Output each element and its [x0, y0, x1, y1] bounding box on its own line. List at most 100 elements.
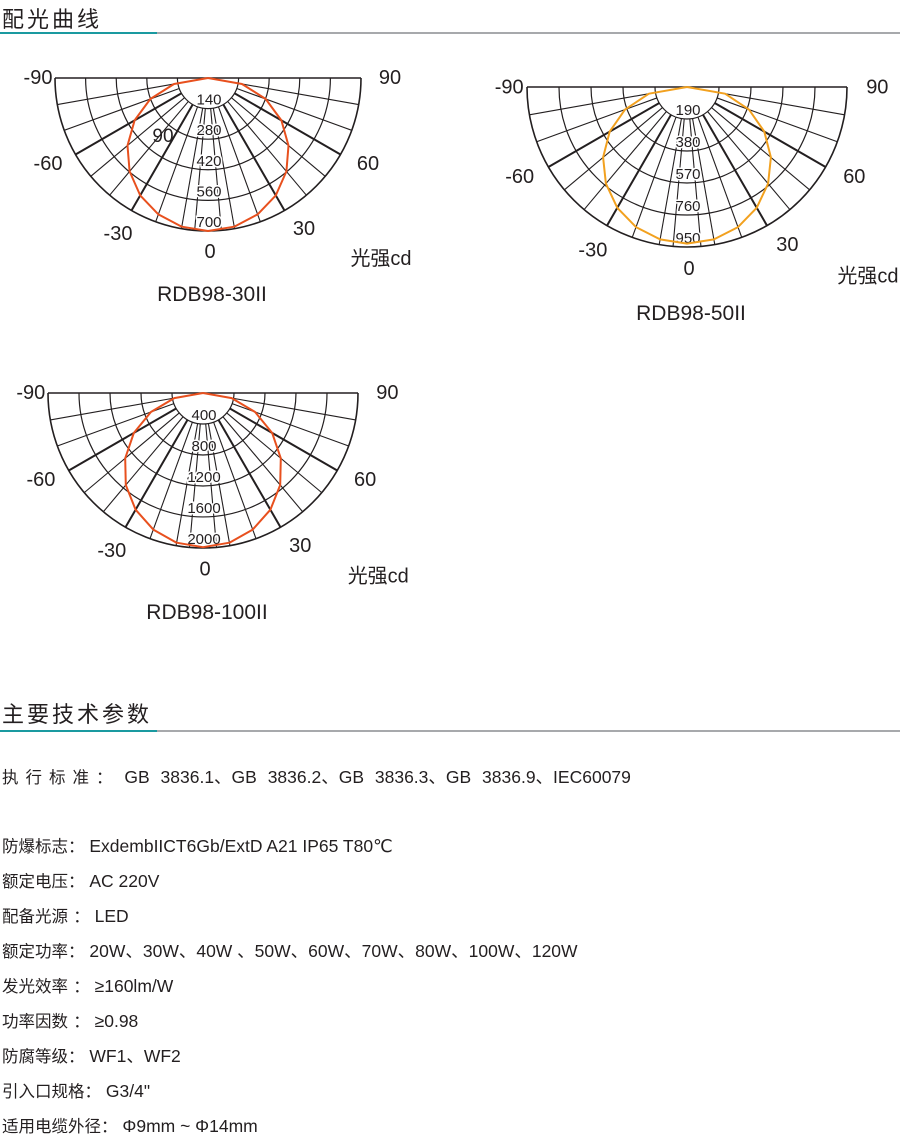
angle-label: -60 — [505, 166, 534, 188]
polar-spoke — [227, 101, 307, 196]
polar-ring — [78, 392, 328, 518]
angle-label: 30 — [289, 535, 311, 557]
polar-spoke — [672, 118, 685, 247]
model-name: RDB98-30II — [157, 283, 267, 306]
angle-label: 30 — [293, 218, 315, 240]
polar-spoke — [547, 102, 660, 168]
spec-row-power-factor: 功率因数 ： ≥0.98 — [2, 1008, 138, 1032]
polar-spoke — [57, 403, 175, 447]
spec-label: 额定电压： — [2, 872, 85, 891]
polar-spoke — [233, 397, 356, 421]
polar-spoke — [102, 416, 184, 513]
spec-value: AC 220V — [89, 871, 160, 891]
polar-spoke — [217, 106, 261, 222]
polar-spoke — [210, 108, 222, 231]
polar-ring — [146, 77, 270, 140]
angle-label: -30 — [97, 540, 126, 562]
polar-spoke — [231, 97, 326, 177]
polar-spoke — [236, 87, 352, 131]
angle-label: 60 — [357, 153, 379, 175]
spec-row-power: 额定功率： 20W、30W、40W 、50W、60W、70W、80W、100W、… — [2, 938, 578, 963]
polar-spoke — [130, 104, 194, 212]
spec-label: 防腐等级： — [2, 1047, 85, 1066]
ring-label-extra: 90 — [152, 126, 173, 147]
spec-value: ExdembIICT6Gb/ExtD A21 IP65 T80℃ — [89, 836, 393, 856]
intensity-curve — [124, 392, 282, 549]
spec-value: G3/4" — [105, 1081, 151, 1101]
spec-value: 20W、30W、40W 、50W、60W、70W、80W、100W、120W — [89, 941, 578, 961]
polar-ring — [654, 86, 720, 120]
angle-label: 90 — [866, 76, 888, 98]
angle-label: -60 — [26, 469, 55, 491]
polar-spoke — [213, 421, 257, 539]
spec-label: 防爆标志： — [2, 837, 85, 856]
section-divider — [0, 32, 900, 34]
ring-label: 560 — [196, 183, 221, 200]
spec-value: WF1、WF2 — [89, 1046, 181, 1066]
unit-label: 光强cd — [350, 247, 411, 270]
spec-value: Φ9mm ~ Φ14mm — [122, 1116, 258, 1136]
divider-accent — [0, 32, 157, 34]
model-name: RDB98-50II — [636, 302, 746, 325]
polar-spoke — [194, 108, 206, 231]
polar-spoke — [229, 407, 338, 472]
polar-spoke — [234, 92, 342, 156]
section-title-light-distribution: 配光曲线 — [2, 8, 103, 33]
spec-value: ≥160lm/W — [94, 976, 174, 996]
polar-spoke — [529, 92, 656, 116]
light-distribution-charts: 140 280 420 560 700 90 -90 -60 -30 0 30 60 90 光强cd RDB… — [16, 67, 898, 624]
angle-label: -30 — [104, 223, 133, 245]
polar-ring — [85, 77, 331, 201]
polar-spoke — [707, 111, 791, 210]
polar-spoke — [175, 423, 199, 546]
polar-spoke — [711, 107, 810, 191]
polar-spoke — [222, 104, 286, 212]
polar-spoke — [50, 397, 173, 421]
polar-spoke — [238, 82, 359, 106]
polar-ring — [140, 392, 266, 456]
angle-label: 0 — [684, 258, 695, 280]
polar-spoke — [180, 108, 204, 229]
polar-ring — [526, 86, 848, 248]
spec-row-ex-mark: 防爆标志： ExdembIICT6Gb/ExtD A21 IP65 T80℃ — [2, 833, 393, 857]
angle-label: -90 — [495, 76, 524, 98]
polar-ring — [622, 86, 752, 152]
polar-spoke — [83, 412, 180, 494]
polar-spoke — [149, 421, 193, 539]
polar-spoke — [226, 412, 323, 494]
spec-row-entry: 引入口规格： G3/4" — [2, 1078, 150, 1102]
ring-label: 700 — [196, 214, 221, 231]
polar-spoke — [689, 118, 702, 247]
angle-label: -30 — [578, 239, 607, 261]
angle-label: 0 — [199, 558, 210, 580]
ring-label: 400 — [191, 407, 216, 424]
ring-label: 570 — [675, 166, 700, 183]
polar-spoke — [155, 106, 199, 222]
angle-label: -60 — [34, 153, 63, 175]
spec-label: 引入口规格： — [2, 1082, 101, 1101]
angle-label: -90 — [24, 67, 53, 89]
unit-label: 光强cd — [837, 265, 898, 288]
polar-ring — [171, 392, 235, 425]
angle-label: 30 — [776, 234, 798, 256]
ring-label: 800 — [191, 438, 216, 455]
angle-label: 0 — [204, 241, 215, 263]
polar-spoke — [109, 101, 189, 196]
ring-label: 190 — [675, 102, 700, 119]
angle-label: 60 — [843, 166, 865, 188]
spec-label: 适用电缆外径： — [2, 1117, 118, 1136]
polar-spoke — [212, 108, 236, 229]
angle-label: -90 — [16, 382, 45, 404]
polar-spoke — [564, 107, 663, 191]
divider-accent — [0, 730, 157, 732]
ring-label: 1600 — [187, 500, 220, 517]
polar-spoke — [658, 118, 682, 245]
spec-label: 发光效率 ： — [2, 977, 90, 996]
spec-value: GB 3836.1、GB 3836.2、GB 3836.3、GB 3836.9、… — [124, 767, 631, 787]
polar-spoke — [57, 82, 178, 106]
spec-row-efficacy: 发光效率 ： ≥160lm/W — [2, 973, 173, 997]
polar-ring — [115, 77, 301, 171]
polar-spoke — [536, 97, 658, 143]
polar-spoke — [583, 111, 667, 210]
model-name: RDB98-100II — [146, 601, 267, 624]
